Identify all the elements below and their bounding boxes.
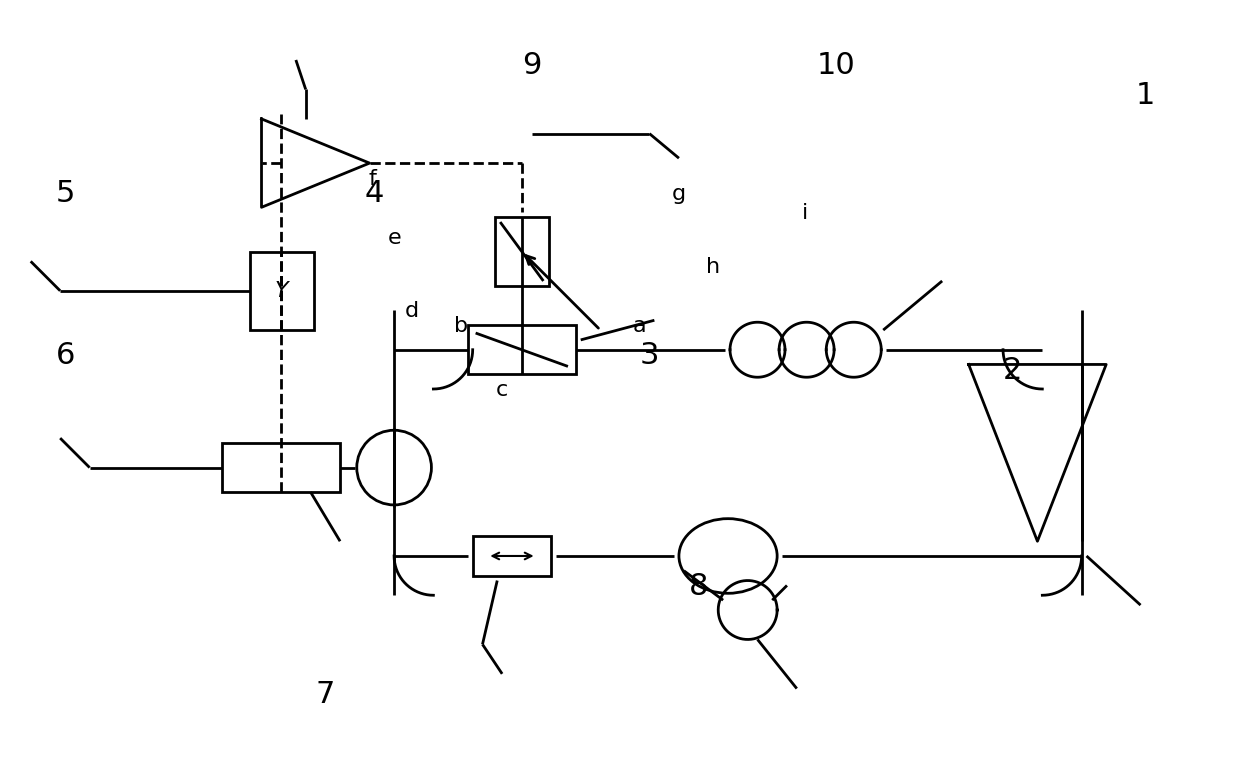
Text: 1: 1 xyxy=(1136,81,1156,110)
Text: 8: 8 xyxy=(689,572,708,601)
Text: i: i xyxy=(801,203,807,224)
Text: 3: 3 xyxy=(640,341,660,370)
Text: g: g xyxy=(672,184,686,203)
Text: f: f xyxy=(368,169,377,189)
Text: 6: 6 xyxy=(56,341,74,370)
Text: 4: 4 xyxy=(365,179,384,208)
Bar xyxy=(472,536,552,576)
Text: b: b xyxy=(454,316,467,337)
Bar xyxy=(249,252,314,330)
Text: 7: 7 xyxy=(316,680,335,709)
Text: 5: 5 xyxy=(56,179,74,208)
Text: c: c xyxy=(496,380,508,400)
Text: d: d xyxy=(404,301,419,322)
Text: a: a xyxy=(632,316,646,337)
Bar xyxy=(222,443,340,492)
Text: 9: 9 xyxy=(522,51,542,80)
Text: 10: 10 xyxy=(817,51,856,80)
Text: h: h xyxy=(707,257,720,277)
Bar xyxy=(467,325,575,374)
Text: Y: Y xyxy=(274,280,288,301)
Text: 2: 2 xyxy=(1003,356,1023,385)
Bar xyxy=(495,217,549,286)
Text: e: e xyxy=(387,227,401,248)
